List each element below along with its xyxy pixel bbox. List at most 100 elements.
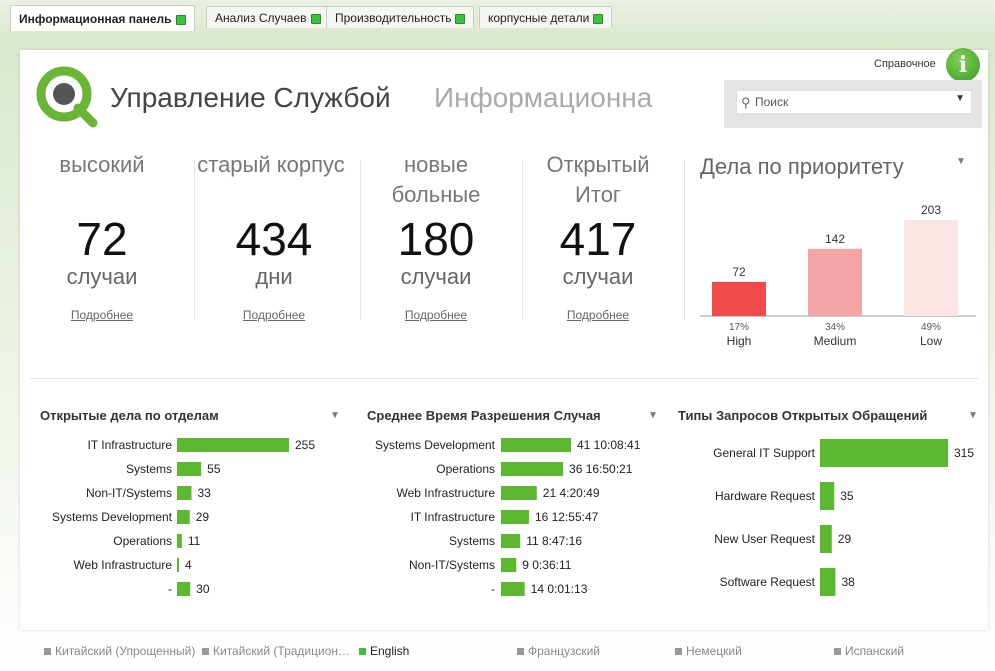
value-label: 11 8:47:16 <box>526 534 582 548</box>
value-label: 41 10:08:41 <box>577 438 641 452</box>
value-label: 29 <box>838 532 852 546</box>
category-label: High <box>727 334 752 348</box>
row-label: Software Request <box>720 575 816 589</box>
bar <box>820 568 836 596</box>
page-subtitle: Информационна <box>434 82 653 113</box>
tab-performance[interactable]: Производительность <box>326 6 475 28</box>
value-label: 14 0:01:13 <box>531 582 588 596</box>
checkbox-icon <box>517 648 524 656</box>
bar <box>501 486 537 500</box>
search-icon: ⚲ <box>741 95 751 110</box>
bar <box>501 558 517 572</box>
kpi-value: 417 <box>559 213 637 265</box>
percent-label: 17% <box>729 322 749 333</box>
tab-label: корпусные детали <box>488 11 590 25</box>
search-input[interactable]: ⚲ Поиск ▼ <box>736 90 972 114</box>
kpi-details-link[interactable]: Подробнее <box>70 308 134 322</box>
bar <box>177 558 179 572</box>
data-label: 203 <box>921 203 941 217</box>
value-label: 33 <box>197 486 211 500</box>
checkbox-icon <box>834 648 841 656</box>
row-label: New User Request <box>714 532 815 546</box>
kpi-unit: дни <box>255 264 293 289</box>
tab-case-details[interactable]: корпусные детали <box>479 6 613 28</box>
kpi-details-link[interactable]: Подробнее <box>566 308 630 322</box>
page-title: Управление Службой <box>110 82 391 113</box>
checkbox-icon <box>202 648 209 656</box>
row-label: Web Infrastructure <box>397 486 496 500</box>
row-label: Systems Development <box>52 510 173 524</box>
value-label: 30 <box>196 582 210 596</box>
bar <box>177 534 182 548</box>
row-label: Systems Development <box>375 438 496 452</box>
priority-chart: 72 17%High 142 34%Medium 203 49%Low <box>700 203 976 348</box>
lang-french[interactable]: Французский <box>517 644 600 658</box>
divider <box>522 160 523 320</box>
resolution-chart: Systems Development 41 10:08:41 Operations… <box>375 438 641 596</box>
status-dot-icon <box>593 13 604 24</box>
divider <box>30 378 978 379</box>
row-label: Systems <box>449 534 495 548</box>
row-label: - <box>491 582 495 596</box>
divider <box>360 160 361 320</box>
kpi-value: 434 <box>235 213 313 265</box>
chevron-down-icon[interactable]: ▼ <box>955 93 965 104</box>
bar-medium <box>808 248 862 316</box>
kpi-unit: случаи <box>66 264 138 289</box>
bar <box>501 534 521 548</box>
chevron-down-icon[interactable]: ▼ <box>956 156 966 167</box>
row-label: Web Infrastructure <box>74 558 173 572</box>
value-label: 35 <box>840 489 854 503</box>
category-label: Low <box>920 334 942 348</box>
help-label[interactable]: Справочное <box>874 58 936 70</box>
data-label: 72 <box>732 265 746 279</box>
checkbox-icon <box>675 648 682 656</box>
resolution-chart-title: Среднее Время Разрешения Случая <box>367 408 601 423</box>
dept-chart: IT Infrastructure 255 Systems 55 Non-IT/Syst… <box>52 438 315 596</box>
kpi-title: новые больные <box>391 152 481 207</box>
row-label: Systems <box>126 462 172 476</box>
lang-english[interactable]: English <box>359 644 409 658</box>
status-dot-icon <box>310 13 321 24</box>
tab-dashboard[interactable]: Информационная панель <box>10 5 195 31</box>
kpi-details-link[interactable]: Подробнее <box>242 308 306 322</box>
percent-label: 49% <box>921 322 941 333</box>
lang-label: Французский <box>528 644 600 658</box>
chevron-down-icon[interactable]: ▼ <box>648 410 658 421</box>
kpi-details-link[interactable]: Подробнее <box>404 308 468 322</box>
kpi-unit: случаи <box>562 264 634 289</box>
row-label: Non-IT/Systems <box>409 558 495 572</box>
kpi-title: Открытый Итог <box>546 152 650 207</box>
lang-spanish[interactable]: Испанский <box>834 644 904 658</box>
tab-bar: Информационная панель Анализ Случаев Про… <box>0 0 995 32</box>
lang-zh-traditional[interactable]: Китайский (Традицион… <box>202 644 350 658</box>
info-icon[interactable]: i <box>946 48 980 82</box>
kpi-value: 180 <box>397 213 475 265</box>
kpi-title: высокий <box>59 152 145 177</box>
row-label: Operations <box>436 462 495 476</box>
tab-case-analysis[interactable]: Анализ Случаев <box>206 6 330 28</box>
lang-german[interactable]: Немецкий <box>675 644 742 658</box>
tab-label: Анализ Случаев <box>215 11 307 25</box>
value-label: 55 <box>207 462 221 476</box>
value-label: 4 <box>185 558 192 572</box>
chevron-down-icon[interactable]: ▼ <box>330 410 340 421</box>
tab-label: Информационная панель <box>19 12 172 26</box>
bar <box>820 439 948 467</box>
row-label: IT Infrastructure <box>411 510 496 524</box>
row-label: - <box>168 582 172 596</box>
kpi-old-case: старый корпус 434 дни Подробнее <box>192 150 356 330</box>
bar <box>501 462 564 476</box>
lang-label: Китайский (Упрощенный) <box>55 644 196 658</box>
chevron-down-icon[interactable]: ▼ <box>968 410 978 421</box>
bar-high <box>712 281 766 316</box>
row-label: Operations <box>113 534 172 548</box>
row-label: IT Infrastructure <box>88 438 173 452</box>
kpi-high: высокий 72 случаи Подробнее <box>20 150 184 330</box>
bar <box>501 438 571 452</box>
bar <box>177 486 192 500</box>
lang-zh-simplified[interactable]: Китайский (Упрощенный) <box>44 644 195 658</box>
divider <box>194 160 195 320</box>
category-label: Medium <box>814 334 857 348</box>
row-label: Non-IT/Systems <box>86 486 172 500</box>
